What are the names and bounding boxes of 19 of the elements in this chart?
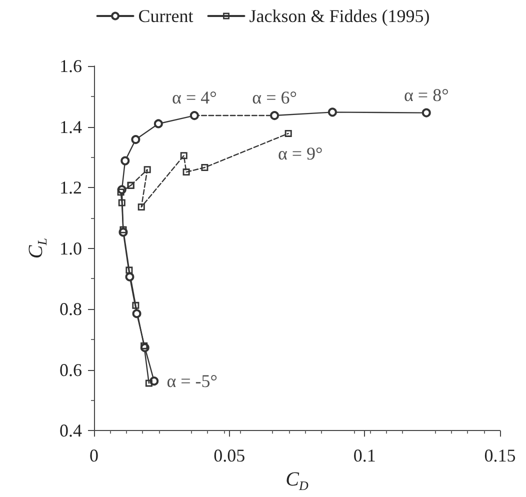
x-tick-label: 0 (90, 446, 98, 466)
annotation: α = 4° (172, 88, 217, 108)
y-axis-title: CL (25, 238, 50, 259)
y-tick-label: 0.4 (60, 420, 82, 441)
annotation: α = 8° (404, 84, 449, 105)
x-tick-label: 0.1 (353, 446, 376, 466)
annotation: α = 6° (252, 88, 297, 108)
y-tick-label: 0.6 (60, 360, 82, 380)
y-tick-label: 1.4 (60, 116, 82, 137)
legend-label: Current (138, 6, 194, 26)
y-tick-label: 1.6 (60, 56, 82, 76)
y-tick-label: 1.2 (60, 178, 82, 198)
y-tick-label: 0.8 (60, 299, 82, 320)
annotation: α = 9° (278, 143, 323, 164)
x-tick-label: 0.05 (214, 446, 246, 466)
x-tick-label: 0.15 (484, 446, 516, 466)
legend-label: Jackson & Fiddes (1995) (249, 6, 430, 26)
annotation: α = -5° (166, 371, 218, 392)
y-tick-label: 1.0 (60, 238, 82, 258)
